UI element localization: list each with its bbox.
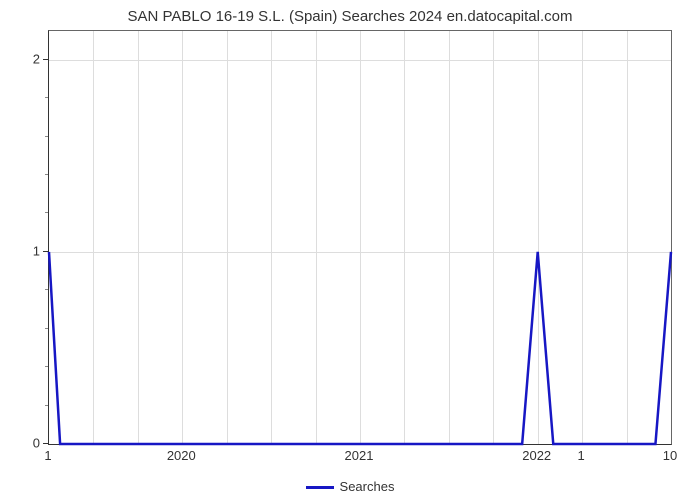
y-tick-label: 1 (0, 243, 40, 258)
series-line (49, 31, 671, 444)
x-tick-label: 2022 (522, 448, 551, 463)
searches-chart: SAN PABLO 16-19 S.L. (Spain) Searches 20… (0, 0, 700, 500)
x-tick-label: 1 (578, 448, 585, 463)
chart-title: SAN PABLO 16-19 S.L. (Spain) Searches 20… (0, 8, 700, 25)
plot-area (48, 30, 672, 445)
x-tick-label: 10 (663, 448, 677, 463)
legend: Searches (0, 479, 700, 494)
x-tick-label: 1 (44, 448, 51, 463)
x-tick-label: 2021 (345, 448, 374, 463)
y-tick-label: 2 (0, 51, 40, 66)
x-tick-label: 2020 (167, 448, 196, 463)
legend-label: Searches (340, 479, 395, 494)
legend-swatch (306, 486, 334, 489)
y-tick-label: 0 (0, 436, 40, 451)
